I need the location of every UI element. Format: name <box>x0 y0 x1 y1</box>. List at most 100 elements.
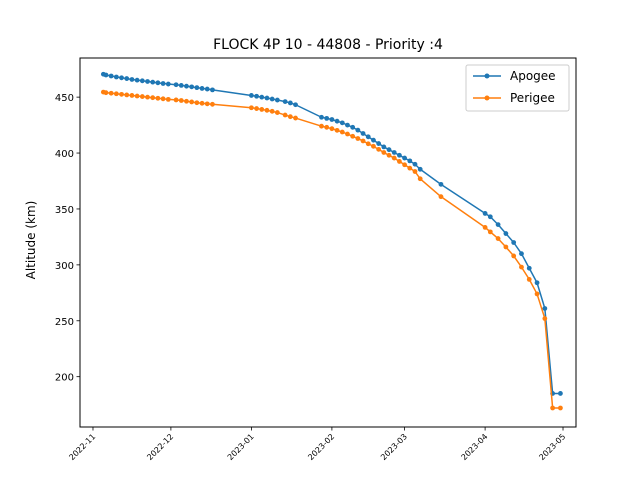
data-point-apogee <box>264 95 270 101</box>
legend-apogee-label: Apogee <box>510 69 556 83</box>
data-point-apogee <box>350 124 356 130</box>
data-point-perigee <box>129 93 135 98</box>
data-point-perigee <box>113 91 119 97</box>
data-point-apogee <box>134 77 140 83</box>
data-point-perigee <box>558 405 563 411</box>
data-point-perigee <box>526 277 532 282</box>
data-point-perigee <box>173 97 179 103</box>
data-point-perigee <box>194 100 200 106</box>
data-point-apogee <box>254 93 259 99</box>
data-point-perigee <box>534 291 540 297</box>
data-point-apogee <box>526 265 532 271</box>
data-point-apogee <box>558 391 563 396</box>
data-point-perigee <box>482 225 488 230</box>
data-point-apogee <box>339 120 345 126</box>
data-point-apogee <box>108 73 114 79</box>
data-point-apogee <box>511 240 517 245</box>
data-point-apogee <box>204 86 210 92</box>
data-point-apogee <box>145 79 150 84</box>
data-point-perigee <box>150 95 156 101</box>
y-tick-label: 350 <box>55 205 74 216</box>
data-point-perigee <box>381 150 387 155</box>
data-point-perigee <box>376 146 382 152</box>
data-point-apogee <box>417 166 423 172</box>
data-point-perigee <box>165 96 171 102</box>
data-point-perigee <box>438 194 444 200</box>
data-point-apogee <box>386 147 392 153</box>
data-point-perigee <box>519 264 524 270</box>
y-tick-label: 200 <box>55 373 74 384</box>
data-point-apogee <box>113 74 119 80</box>
data-point-perigee <box>402 162 408 168</box>
legend-apogee-marker <box>484 73 490 79</box>
data-point-apogee <box>519 251 524 257</box>
data-point-apogee <box>282 99 288 105</box>
data-point-perigee <box>282 112 288 118</box>
data-point-perigee <box>495 236 501 241</box>
data-point-apogee <box>407 158 413 164</box>
data-point-apogee <box>259 94 265 100</box>
y-axis-label: Altitude (km) <box>24 201 38 280</box>
data-point-apogee <box>124 76 130 81</box>
data-point-perigee <box>210 101 215 107</box>
data-point-apogee <box>199 86 205 91</box>
data-point-apogee <box>184 83 189 89</box>
data-point-perigee <box>542 316 548 321</box>
data-point-apogee <box>129 77 135 82</box>
data-point-apogee <box>391 150 397 155</box>
data-point-perigee <box>155 95 161 101</box>
data-point-perigee <box>391 155 397 161</box>
data-point-apogee <box>248 93 254 98</box>
data-point-apogee <box>287 100 293 106</box>
data-point-apogee <box>329 117 335 122</box>
data-point-apogee <box>155 80 161 86</box>
data-point-apogee <box>495 222 501 228</box>
data-point-perigee <box>264 107 270 113</box>
plot-area <box>100 71 563 411</box>
data-point-perigee <box>550 405 556 411</box>
data-point-apogee <box>150 79 156 85</box>
data-point-apogee <box>397 152 402 158</box>
data-point-apogee <box>381 144 387 150</box>
data-point-apogee <box>173 82 179 88</box>
data-point-perigee <box>248 105 254 111</box>
data-point-apogee <box>355 127 361 133</box>
data-point-perigee <box>324 124 330 130</box>
legend: Apogee Perigee <box>465 64 570 112</box>
data-point-perigee <box>199 100 205 106</box>
data-point-apogee <box>178 82 184 88</box>
data-point-apogee <box>139 78 145 84</box>
y-tick-label: 450 <box>55 93 74 104</box>
legend-perigee-label: Perigee <box>510 91 555 105</box>
data-point-perigee <box>287 114 293 120</box>
data-point-apogee <box>371 137 376 143</box>
data-point-apogee <box>119 75 124 81</box>
data-point-perigee <box>269 108 275 114</box>
data-point-apogee <box>402 155 408 161</box>
data-point-apogee <box>160 81 166 86</box>
data-point-perigee <box>345 131 350 137</box>
data-point-perigee <box>407 165 413 171</box>
data-point-perigee <box>360 138 366 144</box>
data-point-perigee <box>274 110 280 115</box>
data-point-apogee <box>376 141 382 146</box>
data-point-perigee <box>145 94 150 100</box>
data-point-apogee <box>487 214 493 220</box>
data-point-apogee <box>503 231 509 236</box>
data-point-perigee <box>108 90 114 96</box>
y-tick-label: 250 <box>55 317 74 328</box>
data-point-perigee <box>259 107 265 112</box>
data-point-apogee <box>293 102 298 108</box>
data-point-perigee <box>412 169 418 174</box>
data-point-perigee <box>339 129 345 135</box>
y-tick-label: 300 <box>55 261 74 272</box>
data-point-apogee <box>189 84 195 90</box>
data-point-perigee <box>350 133 356 139</box>
chart-title: FLOCK 4P 10 - 44808 - Priority :4 <box>213 37 443 53</box>
data-point-perigee <box>511 253 517 259</box>
data-point-perigee <box>178 98 184 103</box>
data-point-perigee <box>503 244 509 250</box>
data-point-apogee <box>365 134 371 140</box>
data-point-apogee <box>345 122 350 128</box>
plot-frame <box>79 57 577 428</box>
